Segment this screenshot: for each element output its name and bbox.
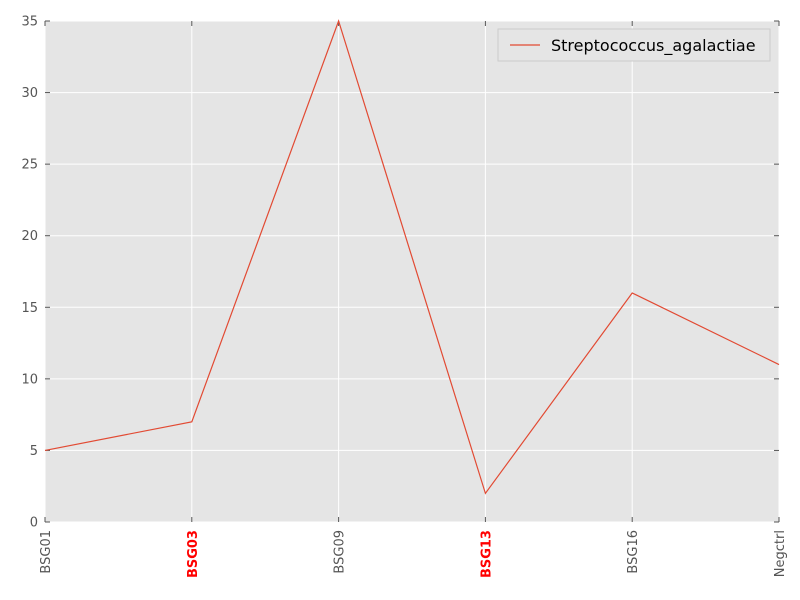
axis-ticks	[44, 20, 780, 523]
y-tick-label: 10	[21, 372, 38, 387]
x-tick-label: BSG03	[186, 530, 201, 578]
x-tick-label: Negctrl	[773, 530, 788, 577]
grid	[44, 20, 780, 523]
series-lines	[44, 19, 780, 495]
x-tick-label: BSG16	[626, 530, 641, 574]
plot-background	[45, 21, 779, 522]
legend: Streptococcus_agalactiae	[497, 28, 771, 62]
legend-box	[497, 28, 771, 62]
legend-label: Streptococcus_agalactiae	[551, 36, 756, 56]
y-tick-labels: 0 5 10 15 20 25 30 35	[21, 15, 38, 531]
y-tick-label: 25	[21, 158, 38, 173]
x-tick-label: BSG13	[479, 530, 494, 578]
y-tick-label: 15	[21, 301, 38, 316]
y-tick-label: 0	[30, 516, 38, 531]
x-tick-label: BSG09	[333, 530, 348, 574]
y-tick-label: 35	[21, 15, 38, 30]
series-line	[44, 19, 780, 495]
y-tick-label: 20	[21, 229, 38, 244]
y-tick-label: 5	[30, 444, 38, 459]
x-tick-labels: BSG01 BSG03 BSG09 BSG13 BSG16 Negctrl	[39, 530, 788, 578]
x-tick-label: BSG01	[39, 530, 54, 574]
y-tick-label: 30	[21, 86, 38, 101]
